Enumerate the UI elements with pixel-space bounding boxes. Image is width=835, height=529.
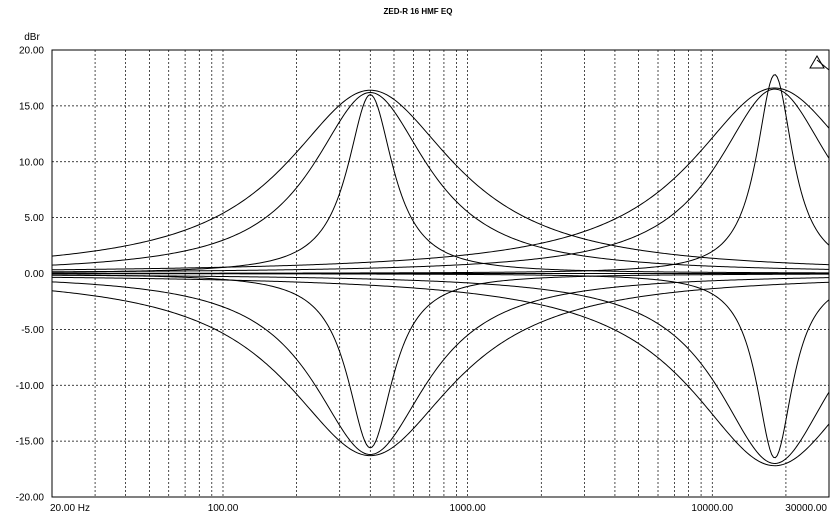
y-tick-label: -5.00: [21, 325, 44, 336]
y-tick-label: 20.00: [19, 46, 44, 57]
eq-curve: [51, 89, 830, 266]
eq-curve: [51, 87, 830, 271]
cursor-line: [816, 59, 830, 71]
eq-curve: [51, 273, 829, 449]
cursor-icon: [809, 55, 830, 71]
x-tick-label: 10000.00: [691, 503, 733, 514]
x-tick-labels: 20.00 Hz 100.00 1000.00 10000.00 30000.00: [50, 503, 827, 514]
eq-curve: [51, 88, 830, 273]
eq-curve: [51, 94, 829, 274]
plot-frame: [51, 49, 830, 498]
y-tick-label: -20.00: [16, 493, 45, 504]
eq-curve: [51, 276, 830, 467]
eq-curve: [51, 91, 830, 270]
x-tick-label: 100.00: [208, 503, 239, 514]
x-tick-label: 20.00 Hz: [50, 503, 90, 514]
chart-title: ZED-R 16 HMF EQ: [384, 7, 453, 16]
y-tick-label: -10.00: [16, 381, 45, 392]
y-tick-label: 5.00: [25, 213, 45, 224]
eq-curve: [51, 281, 830, 457]
eq-curve: [51, 277, 830, 456]
y-axis-unit: dBr: [24, 32, 40, 43]
eq-curves: [51, 74, 830, 467]
y-tick-label: -15.00: [16, 437, 45, 448]
eq-curve: [51, 274, 830, 464]
y-tick-label: 10.00: [19, 157, 44, 168]
y-tick-label: 0.00: [25, 269, 45, 280]
y-tick-labels: 20.00 15.00 10.00 5.00 0.00 -5.00 -10.00 -15.00…: [16, 46, 45, 504]
x-tick-label: 1000.00: [450, 503, 487, 514]
cursor-triangle: [809, 55, 825, 69]
y-tick-label: 15.00: [19, 101, 44, 112]
x-tick-label: 30000.00: [785, 503, 827, 514]
